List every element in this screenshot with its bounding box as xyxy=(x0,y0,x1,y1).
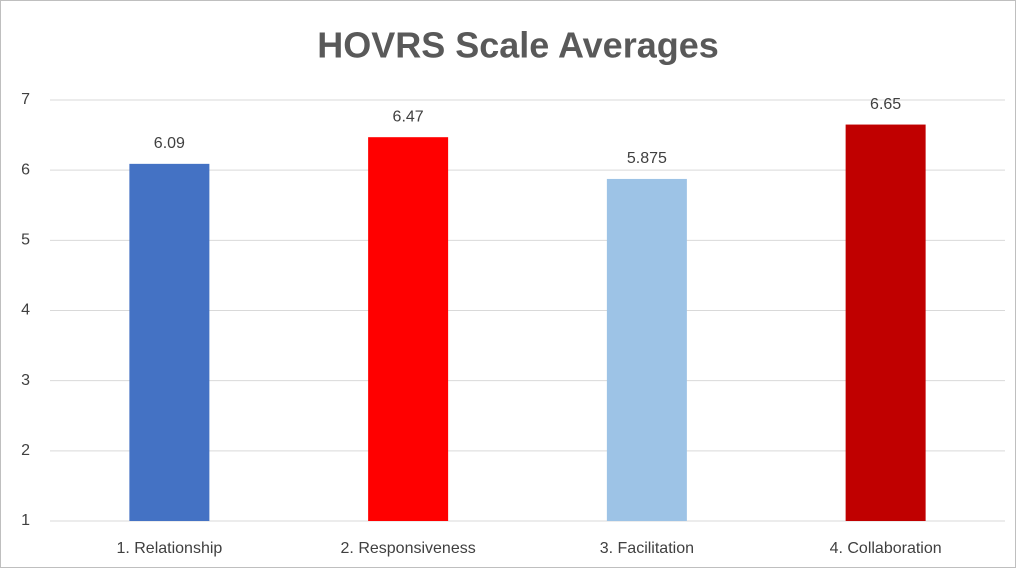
y-tick-label: 3 xyxy=(21,372,30,389)
chart-title: HOVRS Scale Averages xyxy=(317,25,719,66)
x-tick-label: 2. Responsiveness xyxy=(341,540,476,557)
x-tick-label: 4. Collaboration xyxy=(830,540,942,557)
data-label: 6.47 xyxy=(393,108,424,125)
bar xyxy=(606,178,687,521)
bar xyxy=(129,163,210,521)
data-label: 6.65 xyxy=(870,96,901,113)
data-label: 5.875 xyxy=(627,150,667,167)
y-tick-label: 6 xyxy=(21,161,30,178)
x-tick-label: 1. Relationship xyxy=(116,540,222,557)
data-label: 6.09 xyxy=(154,135,185,152)
y-tick-label: 7 xyxy=(21,91,30,108)
y-tick-label: 1 xyxy=(21,512,30,529)
bar xyxy=(845,124,926,521)
y-tick-label: 2 xyxy=(21,442,30,459)
y-tick-label: 5 xyxy=(21,232,30,249)
x-tick-label: 3. Facilitation xyxy=(600,540,694,557)
bar xyxy=(368,137,449,521)
y-tick-label: 4 xyxy=(21,302,30,319)
